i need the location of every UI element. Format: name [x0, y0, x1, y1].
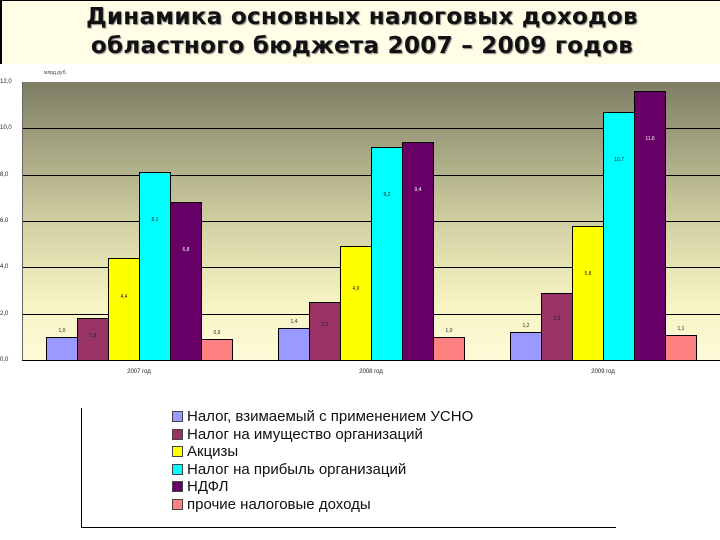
bar-value-label: 1,8 — [89, 332, 97, 339]
bar-value-label: 10,7 — [614, 157, 624, 164]
y-tick-label: 8,0 — [0, 171, 9, 178]
title-box: Динамика основных налоговых доходов обла… — [0, 0, 720, 64]
legend-item: НДФЛ — [172, 478, 473, 496]
legend-swatch-icon — [172, 463, 183, 475]
bar — [665, 334, 697, 361]
bar — [201, 339, 233, 361]
bar-value-label: 1,2 — [522, 323, 530, 330]
bar-value-label: 1,4 — [290, 318, 298, 325]
y-tick-label: 6,0 — [0, 218, 9, 224]
bar — [170, 202, 202, 361]
bar — [371, 146, 403, 361]
bar-value-label: 1,1 — [677, 325, 685, 332]
x-category-label: 2007 год — [127, 369, 151, 375]
bar-value-label: 9,2 — [383, 191, 391, 198]
legend-swatch-icon — [172, 446, 183, 458]
legend-swatch-icon — [172, 428, 183, 440]
legend-swatch-icon — [172, 498, 183, 510]
y-tick-label: 10,0 — [0, 125, 12, 132]
bar-value-label: 4,9 — [352, 286, 360, 293]
bar — [77, 318, 109, 361]
bar — [402, 142, 434, 361]
bar-value-label: 2,5 — [321, 322, 329, 329]
bar — [139, 172, 171, 361]
legend-item: Налог, взимаемый с применением УСНО — [172, 408, 473, 426]
legend-frame-left — [81, 408, 82, 528]
legend-swatch-icon — [172, 411, 183, 423]
bar-value-label: 6,8 — [182, 247, 190, 254]
bar-value-label: 4,4 — [120, 293, 128, 300]
bar — [510, 332, 542, 361]
legend-item: прочие налоговые доходы — [172, 496, 473, 514]
legend-label: НДФЛ — [187, 478, 229, 496]
bar-value-label: 8,1 — [151, 217, 159, 224]
legend-label: Налог на имущество организаций — [187, 425, 423, 443]
legend-item: Налог на имущество организаций — [172, 426, 473, 444]
bar-value-label: 11,6 — [645, 136, 655, 143]
y-tick-label: 4,0 — [0, 264, 9, 271]
bar — [541, 292, 573, 361]
bar — [603, 112, 635, 361]
chart-title-line-2: областного бюджета 2007 – 2009 годов — [90, 33, 634, 59]
bar-value-label: 1,0 — [58, 327, 66, 334]
y-tick-label: 2,0 — [0, 310, 9, 317]
y-tick-label: 12,0 — [0, 79, 12, 85]
bar — [433, 336, 465, 361]
gridline — [23, 128, 720, 130]
units-label: млрд.руб. — [44, 70, 67, 76]
bar — [340, 246, 372, 361]
bar-value-label: 0,9 — [213, 330, 221, 337]
legend-item: Налог на прибыль организаций — [172, 461, 473, 479]
legend-label: Налог, взимаемый с применением УСНО — [187, 408, 474, 426]
x-category-label: 2009 год — [591, 369, 615, 375]
x-category-label: 2008 год — [359, 369, 383, 375]
bar-value-label: 2,9 — [553, 316, 561, 323]
legend-label: прочие налоговые доходы — [187, 495, 371, 513]
legend-frame-bottom — [81, 527, 616, 528]
legend-label: Налог на прибыль организаций — [187, 460, 407, 478]
legend-label: Акцизы — [187, 443, 239, 461]
legend-item: Акцизы — [172, 443, 473, 461]
bar-value-label: 9,4 — [414, 187, 422, 194]
bar — [634, 91, 666, 361]
bar-value-label: 1,0 — [445, 327, 453, 334]
legend-swatch-icon — [172, 481, 183, 493]
bar — [108, 258, 140, 361]
bar — [46, 336, 78, 361]
bar — [309, 302, 341, 361]
bar — [572, 225, 604, 361]
bar — [278, 327, 310, 361]
chart-title-line-1: Динамика основных налоговых доходов — [86, 4, 638, 30]
bar-value-label: 5,8 — [584, 270, 592, 277]
y-tick-label: 0,0 — [0, 357, 9, 363]
legend: Налог, взимаемый с применением УСНО Налог… — [172, 408, 473, 513]
